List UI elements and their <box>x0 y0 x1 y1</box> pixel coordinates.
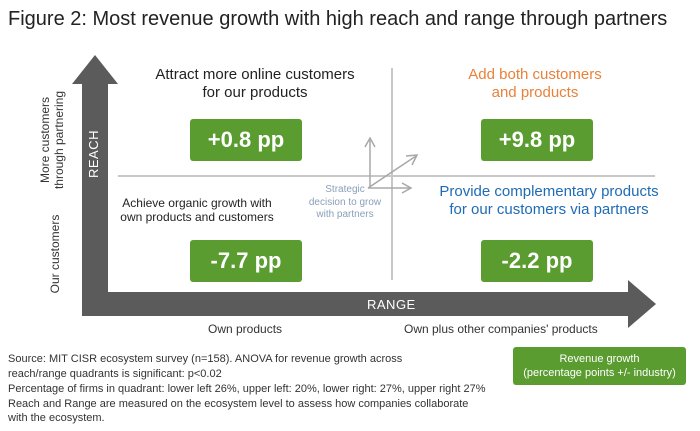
range-axis-arrow <box>82 280 656 328</box>
lower-left-label: Achieve organic growth with own products… <box>120 196 274 225</box>
lower-left-value: -7.7 pp <box>190 240 302 282</box>
strategy-arrows <box>364 136 419 194</box>
lower-right-label: Provide complementary products for our c… <box>439 183 659 218</box>
x-right-label: Own plus other companies' products <box>404 322 598 336</box>
figure-title: Figure 2: Most revenue growth with high … <box>8 8 668 30</box>
legend-box: Revenue growth (percentage points +/- in… <box>513 347 686 385</box>
range-axis-label: RANGE <box>367 297 416 312</box>
reach-axis-label: REACH <box>86 129 101 178</box>
upper-right-label: Add both customers and products <box>468 66 602 101</box>
reach-axis-arrow <box>72 55 118 300</box>
x-left-label: Own products <box>208 322 283 336</box>
lower-right-value: -2.2 pp <box>481 240 593 282</box>
y-top-label: More customers through partnering <box>38 90 67 190</box>
footnotes: Source: MIT CISR ecosystem survey (n=158… <box>8 353 486 425</box>
y-bottom-label: Our customers <box>48 214 62 294</box>
legend-line-2: (percentage points +/- industry) <box>523 367 676 379</box>
upper-right-value: +9.8 pp <box>481 119 593 161</box>
legend-line-1: Revenue growth <box>559 352 640 365</box>
upper-left-value: +0.8 pp <box>190 119 302 161</box>
strategic-decision-note: Strategic decision to grow with partners <box>308 184 382 220</box>
upper-left-label: Attract more online customers for our pr… <box>155 66 355 101</box>
